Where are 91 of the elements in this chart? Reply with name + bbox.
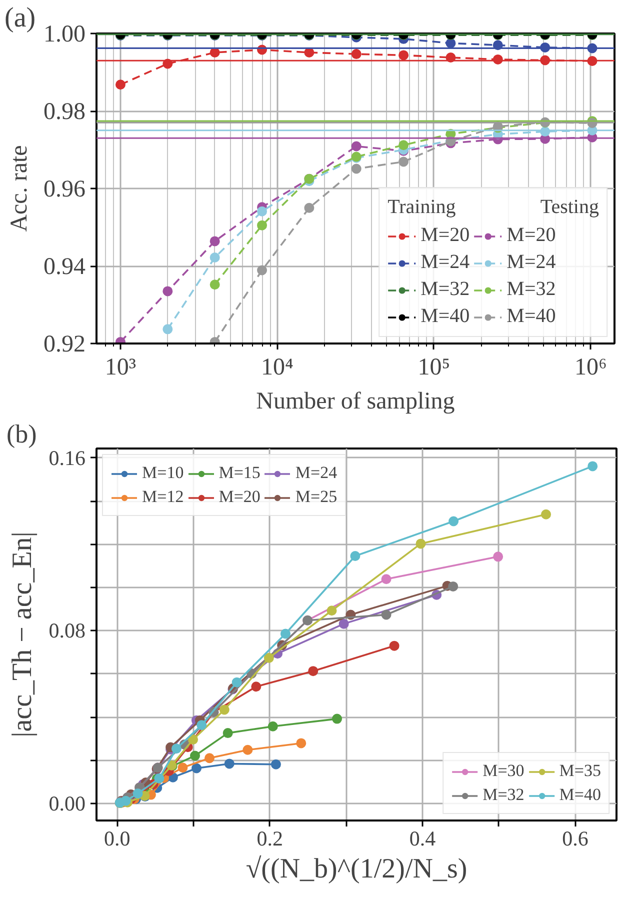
point bbox=[210, 236, 220, 246]
y-tick-label: 0.00 bbox=[48, 791, 86, 816]
point bbox=[338, 618, 349, 629]
point bbox=[242, 744, 253, 755]
y-axis-title: |acc_Th − acc_En| bbox=[6, 532, 38, 738]
legend-label: M=35 bbox=[559, 761, 601, 781]
legend-label: M=20 bbox=[218, 487, 260, 507]
point bbox=[326, 606, 337, 616]
point bbox=[222, 728, 233, 738]
chart-title: (b) bbox=[6, 420, 37, 448]
point bbox=[190, 750, 200, 761]
x-tick-label: 10³ bbox=[104, 354, 136, 380]
y-tick-label: 0.92 bbox=[44, 332, 86, 358]
point bbox=[541, 509, 552, 520]
y-tick-label: 0.94 bbox=[44, 254, 86, 280]
point bbox=[588, 461, 598, 472]
point bbox=[154, 773, 164, 784]
point bbox=[257, 220, 268, 230]
point bbox=[132, 788, 143, 799]
legend-label: M=20 bbox=[420, 224, 470, 247]
point bbox=[162, 324, 173, 334]
x-tick-label: 10⁶ bbox=[574, 354, 607, 380]
legend-label: M=40 bbox=[559, 785, 601, 805]
x-tick-label: 0.2 bbox=[256, 826, 283, 850]
point bbox=[381, 610, 392, 620]
point bbox=[224, 758, 234, 769]
point bbox=[389, 640, 400, 651]
point bbox=[232, 677, 242, 688]
legend-label: M=40 bbox=[506, 305, 556, 328]
point bbox=[381, 574, 392, 584]
point bbox=[351, 141, 362, 152]
x-tick-label: 0.6 bbox=[562, 826, 588, 850]
legend-label: M=30 bbox=[482, 761, 524, 781]
point bbox=[398, 50, 409, 60]
point bbox=[493, 552, 504, 562]
legend-label: M=24 bbox=[420, 251, 470, 274]
point bbox=[210, 252, 220, 262]
point bbox=[219, 704, 230, 715]
text: Training Testing bbox=[388, 196, 599, 218]
point bbox=[350, 551, 360, 562]
point bbox=[268, 721, 278, 732]
legend-label: M=32 bbox=[420, 278, 470, 301]
legend-label: M=10 bbox=[142, 463, 184, 483]
x-tick-label: 10⁴ bbox=[261, 354, 294, 380]
point bbox=[264, 652, 274, 663]
x-tick-label: 10⁵ bbox=[418, 354, 450, 380]
point bbox=[196, 720, 207, 730]
point bbox=[171, 744, 182, 754]
point bbox=[178, 762, 188, 773]
legend-label: M=32 bbox=[482, 785, 524, 805]
legend-label: M=25 bbox=[295, 487, 338, 507]
point bbox=[416, 538, 426, 549]
y-tick-label: 1.00 bbox=[44, 22, 86, 48]
y-tick-label: 0.98 bbox=[44, 99, 86, 125]
legend-label: M=15 bbox=[218, 463, 260, 483]
y-tick-label: 0.08 bbox=[48, 618, 86, 643]
point bbox=[162, 286, 173, 296]
legend-label: M=40 bbox=[420, 305, 470, 328]
legend-label: M=24 bbox=[506, 251, 556, 274]
point bbox=[448, 516, 459, 526]
x-tick-label: 0.0 bbox=[104, 826, 130, 850]
point bbox=[251, 682, 262, 692]
point bbox=[257, 206, 268, 216]
point bbox=[332, 714, 342, 724]
point bbox=[210, 280, 220, 290]
point bbox=[448, 581, 458, 592]
x-axis-title: √((N_b)^(1/2)/N_s) bbox=[246, 854, 468, 884]
legend-label: M=12 bbox=[142, 487, 184, 507]
point bbox=[270, 759, 281, 770]
legend-label: M=32 bbox=[506, 278, 556, 301]
legend-label: M=20 bbox=[506, 224, 556, 247]
y-tick-label: 0.16 bbox=[48, 446, 86, 470]
y-axis-title: Acc. rate bbox=[6, 145, 32, 232]
x-axis-title: Number of sampling bbox=[256, 388, 455, 414]
point bbox=[115, 80, 126, 90]
point bbox=[192, 763, 202, 774]
point bbox=[398, 156, 409, 167]
point bbox=[296, 738, 306, 748]
legend-label: M=24 bbox=[295, 463, 338, 483]
y-tick-label: 0.96 bbox=[44, 176, 86, 202]
point bbox=[308, 666, 318, 676]
point bbox=[280, 628, 290, 639]
point bbox=[257, 265, 268, 276]
point bbox=[188, 734, 198, 745]
point bbox=[304, 202, 314, 213]
point bbox=[351, 164, 362, 174]
point bbox=[204, 753, 215, 764]
point bbox=[351, 49, 362, 60]
x-tick-label: 0.4 bbox=[409, 826, 436, 850]
point bbox=[398, 140, 409, 150]
chart-title: (a) bbox=[4, 2, 36, 34]
